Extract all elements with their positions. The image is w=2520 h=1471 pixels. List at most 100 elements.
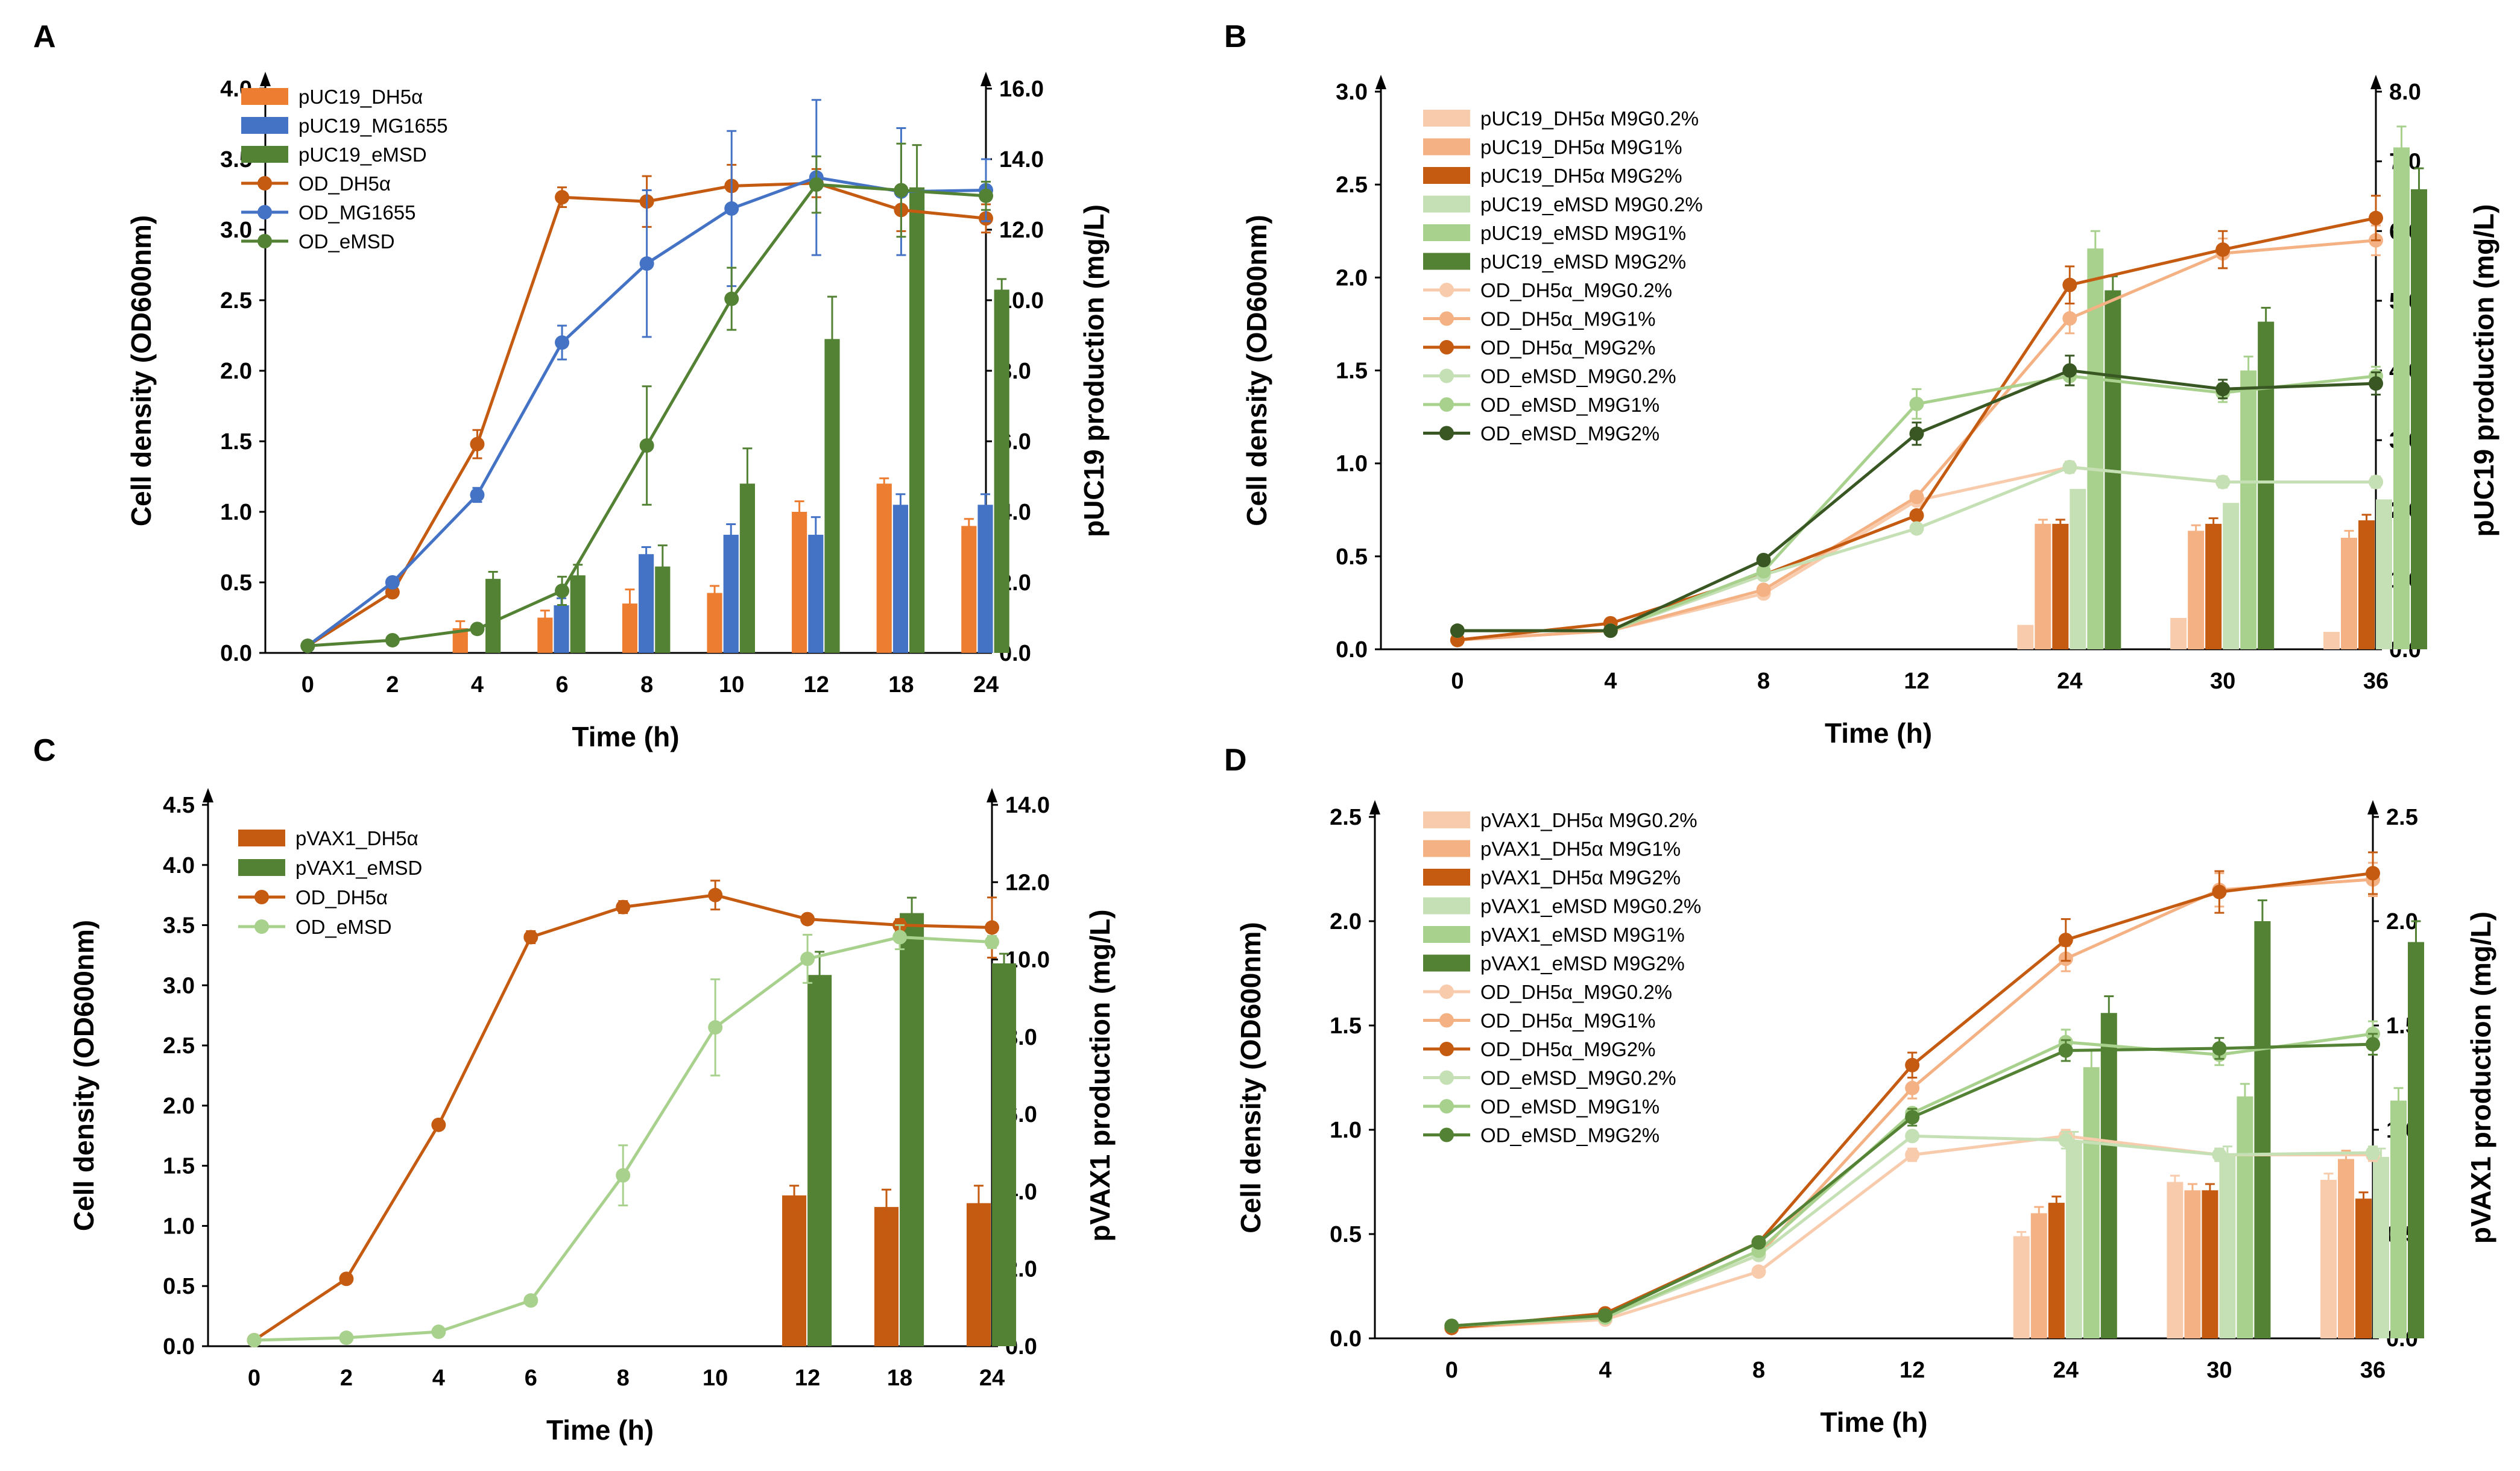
bar-puc19-emsd-m9g2pct	[2258, 321, 2275, 649]
point-od-dh5a	[431, 1117, 446, 1132]
bar-puc19-emsd-m9g0-2pct	[2223, 503, 2240, 649]
bar-puc19-emsd	[570, 575, 586, 653]
legend-marker	[1439, 1013, 1454, 1028]
legend-marker	[1439, 1099, 1454, 1113]
y-right-tick-label: 14.0	[1005, 793, 1050, 818]
point-od-dh5a-m9g1pct	[1905, 1080, 1920, 1095]
point-od-emsd	[300, 638, 315, 654]
legend-marker	[1439, 1070, 1454, 1085]
x-tick-label: 0	[248, 1365, 261, 1391]
y-axis-left-arrow	[1369, 800, 1380, 814]
point-od-emsd	[616, 1168, 631, 1183]
legend-label: OD_eMSD	[298, 230, 395, 253]
x-tick-label: 8	[617, 1365, 630, 1391]
legend-label: pVAX1_DH5α M9G0.2%	[1480, 809, 1697, 831]
point-od-dh5a-m9g2pct	[2215, 242, 2231, 257]
point-od-dh5a-m9g1pct	[1909, 490, 1924, 505]
legend-swatch	[1423, 954, 1470, 972]
bar-puc19-mg1655	[639, 554, 654, 653]
bar-puc19-emsd-m9g0-2pct	[2376, 499, 2392, 649]
legend-label: OD_DH5α_M9G2%	[1480, 336, 1656, 359]
legend-label: pVAX1_eMSD M9G2%	[1480, 953, 1685, 975]
legend-swatch	[1423, 926, 1470, 943]
legend-swatch	[238, 830, 285, 846]
point-od-dh5a-m9g2pct	[1909, 508, 1924, 523]
legend-swatch	[1423, 224, 1470, 241]
x-tick-label: 24	[2053, 1358, 2079, 1383]
x-tick-label: 2	[386, 672, 399, 698]
point-od-dh5a-m9g1pct	[2062, 311, 2077, 326]
legend-label: OD_eMSD_M9G1%	[1480, 394, 1659, 416]
point-od-emsd	[470, 622, 485, 637]
point-od-emsd	[724, 291, 739, 306]
bar-pvax1-dh5a-m9g0-2pct	[2013, 1236, 2030, 1338]
legend-label: pUC19_eMSD M9G2%	[1480, 251, 1686, 273]
x-tick-label: 10	[719, 672, 744, 698]
x-axis-title: Time (h)	[572, 721, 679, 752]
point-od-emsd	[523, 1293, 538, 1308]
point-od-dh5a-m9g1pct	[1756, 582, 1771, 597]
legend-label: pVAX1_eMSD M9G1%	[1480, 924, 1685, 946]
y-left-tick-label: 2.5	[163, 1033, 195, 1059]
y-left-tick-label: 1.5	[163, 1154, 195, 1179]
bar-puc19-emsd-m9g2pct	[2411, 189, 2427, 649]
x-tick-label: 12	[795, 1365, 820, 1391]
point-od-emsd	[892, 930, 908, 945]
point-od-emsd-m9g2pct	[1444, 1318, 1459, 1334]
bar-puc19-mg1655	[723, 535, 739, 653]
y-left-tick-label: 2.5	[220, 288, 252, 313]
point-od-dh5a	[339, 1271, 354, 1287]
legend-marker	[257, 234, 272, 248]
y-right-tick-label: 8.0	[2389, 80, 2421, 105]
bar-puc19-emsd-m9g1pct	[2393, 147, 2410, 649]
bar-puc19-emsd	[485, 579, 501, 653]
y-right-tick-label: 16.0	[999, 77, 1044, 102]
y-left-tick-label: 1.0	[220, 500, 252, 525]
x-tick-label: 24	[2057, 669, 2082, 694]
x-tick-label: 10	[703, 1365, 728, 1391]
y-left-tick-label: 1.0	[163, 1214, 195, 1239]
point-od-dh5a-m9g0-2pct	[1751, 1264, 1766, 1279]
legend-swatch	[1423, 811, 1470, 828]
legend-label: pVAX1_DH5α M9G1%	[1480, 838, 1681, 860]
point-od-dh5a-m9g2pct	[2058, 933, 2073, 948]
y-left-tick-label: 4.5	[163, 793, 195, 818]
bar-puc19-emsd-m9g1pct	[2240, 370, 2257, 649]
bar-pvax1-dh5a-m9g2pct	[2048, 1203, 2065, 1338]
point-od-emsd	[979, 188, 993, 203]
bar-puc19-dh5a-m9g2pct	[2358, 520, 2375, 649]
y-axis-right-arrow	[987, 788, 997, 802]
bar-puc19-dh5a-m9g0-2pct	[2017, 625, 2034, 649]
y-left-tick-label: 2.5	[1330, 805, 1362, 830]
y-left-tick-label: 3.5	[163, 913, 195, 939]
y-right-tick-label: 14.0	[999, 147, 1044, 172]
point-od-emsd	[708, 1020, 723, 1035]
legend-swatch	[1423, 897, 1470, 915]
y-left-tick-label: 1.5	[1336, 359, 1368, 384]
point-od-dh5a	[470, 436, 485, 452]
x-tick-label: 4	[1604, 669, 1617, 694]
legend-label: OD_MG1655	[298, 201, 415, 224]
point-od-emsd-m9g2pct	[1756, 553, 1771, 567]
bar-puc19-emsd	[909, 187, 925, 653]
y-axis-right-title: pUC19 production (mg/L)	[2468, 204, 2499, 537]
bar-puc19-dh5a-m9g1pct	[2341, 538, 2357, 649]
legend-label: OD_eMSD	[295, 916, 392, 938]
y-left-tick-label: 3.0	[220, 218, 252, 243]
point-od-emsd-m9g2pct	[2215, 382, 2231, 397]
point-od-mg1655	[470, 487, 485, 502]
legend-swatch	[1423, 195, 1470, 213]
x-tick-label: 6	[525, 1365, 537, 1391]
point-od-emsd	[555, 584, 570, 599]
point-od-emsd-m9g0-2pct	[2062, 459, 2077, 474]
point-od-emsd-m9g2pct	[1603, 623, 1618, 638]
legend-swatch	[1423, 138, 1470, 156]
y-left-tick-label: 2.0	[163, 1094, 195, 1119]
x-axis-title: Time (h)	[1825, 717, 1932, 749]
x-tick-label: 6	[555, 672, 568, 698]
point-od-emsd-m9g1pct	[1909, 397, 1924, 411]
point-od-emsd-m9g0-2pct	[1905, 1129, 1920, 1144]
y-right-tick-label: 2.5	[2386, 805, 2418, 830]
point-od-dh5a	[523, 930, 538, 945]
